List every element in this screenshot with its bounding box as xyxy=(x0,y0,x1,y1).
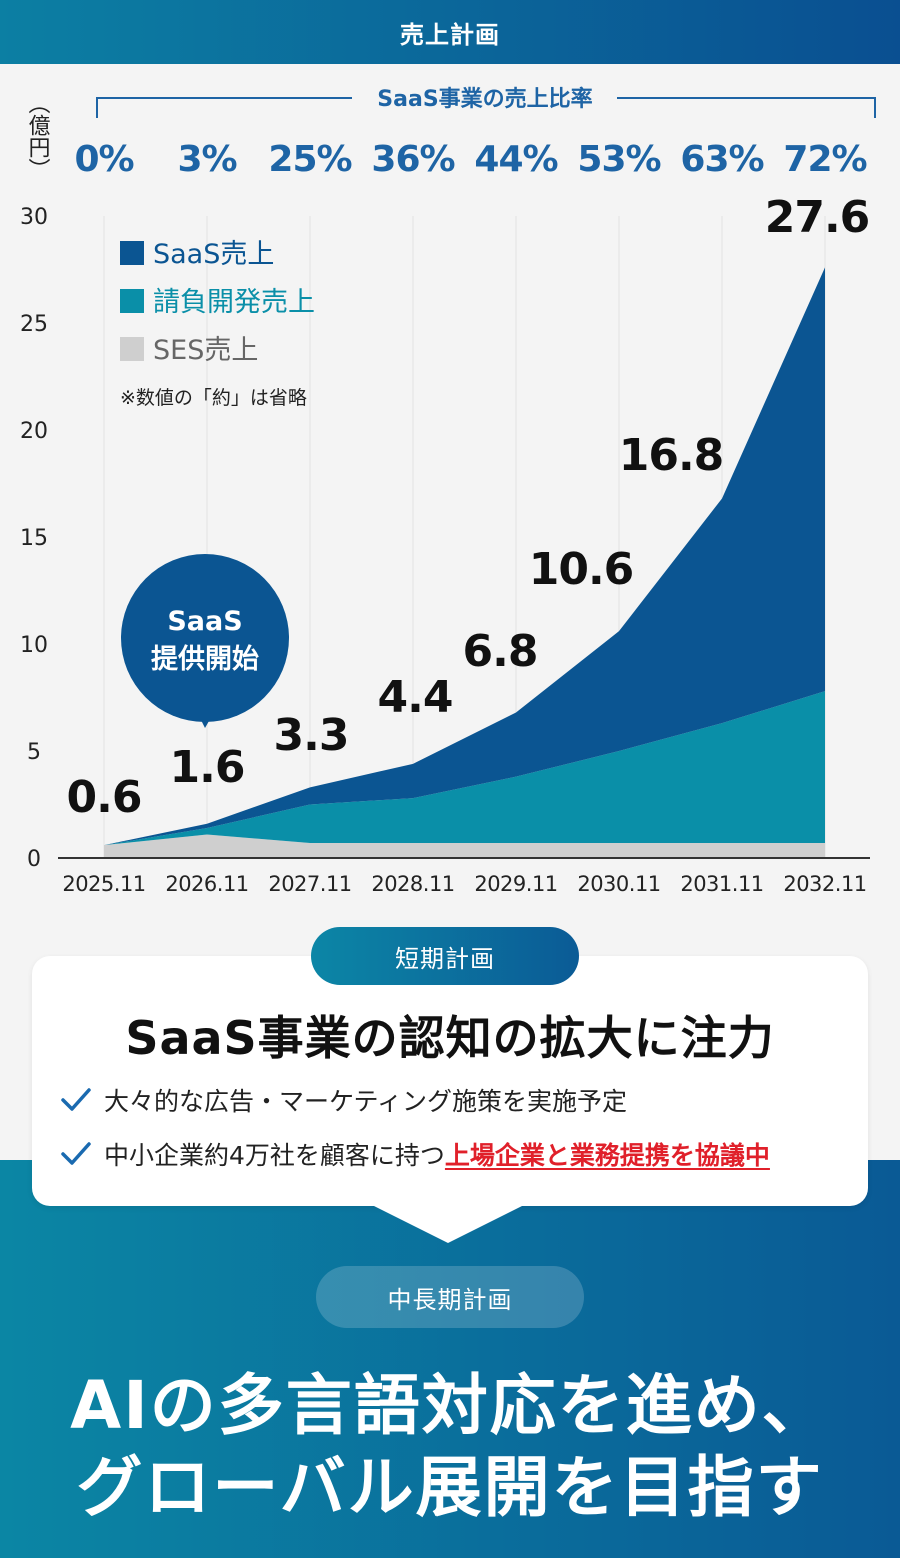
total-value-label: 1.6 xyxy=(170,742,245,793)
legend-label: SaaS売上 xyxy=(153,239,274,270)
total-value-label: 0.6 xyxy=(67,772,142,823)
y-tick-label: 0 xyxy=(27,847,41,872)
bullet-highlight: 上場企業と業務提携を協議中 xyxy=(444,1141,770,1170)
page-header: 売上計画 xyxy=(0,0,900,64)
ratio-value: 72% xyxy=(783,139,866,180)
bullet-text: 大々的な広告・マーケティング施策を実施予定 xyxy=(104,1087,628,1116)
y-tick-label: 20 xyxy=(20,419,48,444)
ratio-bracket xyxy=(96,97,876,118)
short-term-bullet-1: 大々的な広告・マーケティング施策を実施予定 xyxy=(60,1082,627,1118)
check-icon xyxy=(61,1088,91,1111)
x-tick-label: 2026.11 xyxy=(165,872,248,896)
callout-line1: SaaS xyxy=(167,606,242,637)
y-tick-label: 10 xyxy=(20,633,48,658)
ratio-value: 36% xyxy=(371,139,454,180)
x-tick-label: 2031.11 xyxy=(680,872,763,896)
long-term-badge-label: 中長期計画 xyxy=(387,1285,513,1314)
legend-swatch xyxy=(120,289,144,313)
x-tick-label: 2028.11 xyxy=(371,872,454,896)
x-tick-label: 2027.11 xyxy=(268,872,351,896)
short-term-card xyxy=(32,956,868,1206)
total-value-label: 16.8 xyxy=(619,430,724,481)
y-tick-label: 5 xyxy=(27,740,41,765)
y-tick-label: 30 xyxy=(20,205,48,230)
long-term-message-line1: AIの多言語対応を進め、 xyxy=(70,1367,830,1444)
total-value-label: 27.6 xyxy=(765,192,870,243)
x-tick-label: 2029.11 xyxy=(474,872,557,896)
ratio-value: 63% xyxy=(680,139,763,180)
x-tick-label: 2025.11 xyxy=(62,872,145,896)
short-term-bullet-2: 中小企業約4万社を顧客に持つ 上場企業と業務提携を協議中 xyxy=(60,1136,770,1172)
y-axis-label: （億円） xyxy=(25,92,51,180)
long-term-badge: 中長期計画 xyxy=(316,1266,584,1328)
legend-swatch xyxy=(120,241,144,265)
area-series-SaaS売上 xyxy=(104,267,825,846)
card-pointer xyxy=(372,1205,524,1243)
callout-bubble xyxy=(121,554,289,722)
long-term-message-line2: グローバル展開を目指す xyxy=(76,1449,824,1526)
y-tick-label: 15 xyxy=(20,526,48,551)
x-tick-label: 2032.11 xyxy=(783,872,866,896)
total-value-label: 3.3 xyxy=(274,710,349,761)
legend-label: SES売上 xyxy=(153,335,258,366)
short-term-badge-label: 短期計画 xyxy=(395,944,495,973)
total-value-label: 4.4 xyxy=(378,672,453,723)
total-value-label: 10.6 xyxy=(529,544,634,595)
y-tick-label: 25 xyxy=(20,312,48,337)
short-term-title: SaaS事業の認知の拡大に注力 xyxy=(125,1011,775,1065)
ratio-value: 44% xyxy=(474,139,557,180)
header-title: 売上計画 xyxy=(400,20,500,49)
ratio-value: 53% xyxy=(577,139,660,180)
ratio-title: SaaS事業の売上比率 xyxy=(377,86,592,112)
area-series-SES売上 xyxy=(104,834,825,858)
bullet-text: 中小企業約4万社を顧客に持つ xyxy=(104,1141,445,1170)
legend-swatch xyxy=(120,337,144,361)
ratio-value: 3% xyxy=(177,139,236,180)
sales-area-chart: 0 5 10 15 20 25 30 （億円） 2025.11 2026.11 2027.11 202… xyxy=(20,86,876,896)
callout-line2: 提供開始 xyxy=(151,643,259,675)
legend-label: 請負開発売上 xyxy=(153,287,315,318)
area-series-請負開発売上 xyxy=(104,691,825,846)
x-tick-label: 2030.11 xyxy=(577,872,660,896)
short-term-badge: 短期計画 xyxy=(311,927,579,985)
ratio-value: 0% xyxy=(74,139,133,180)
ratio-value: 25% xyxy=(268,139,351,180)
total-value-label: 6.8 xyxy=(463,626,538,677)
chart-note: ※数値の「約」は省略 xyxy=(120,387,307,409)
check-icon xyxy=(61,1142,91,1165)
